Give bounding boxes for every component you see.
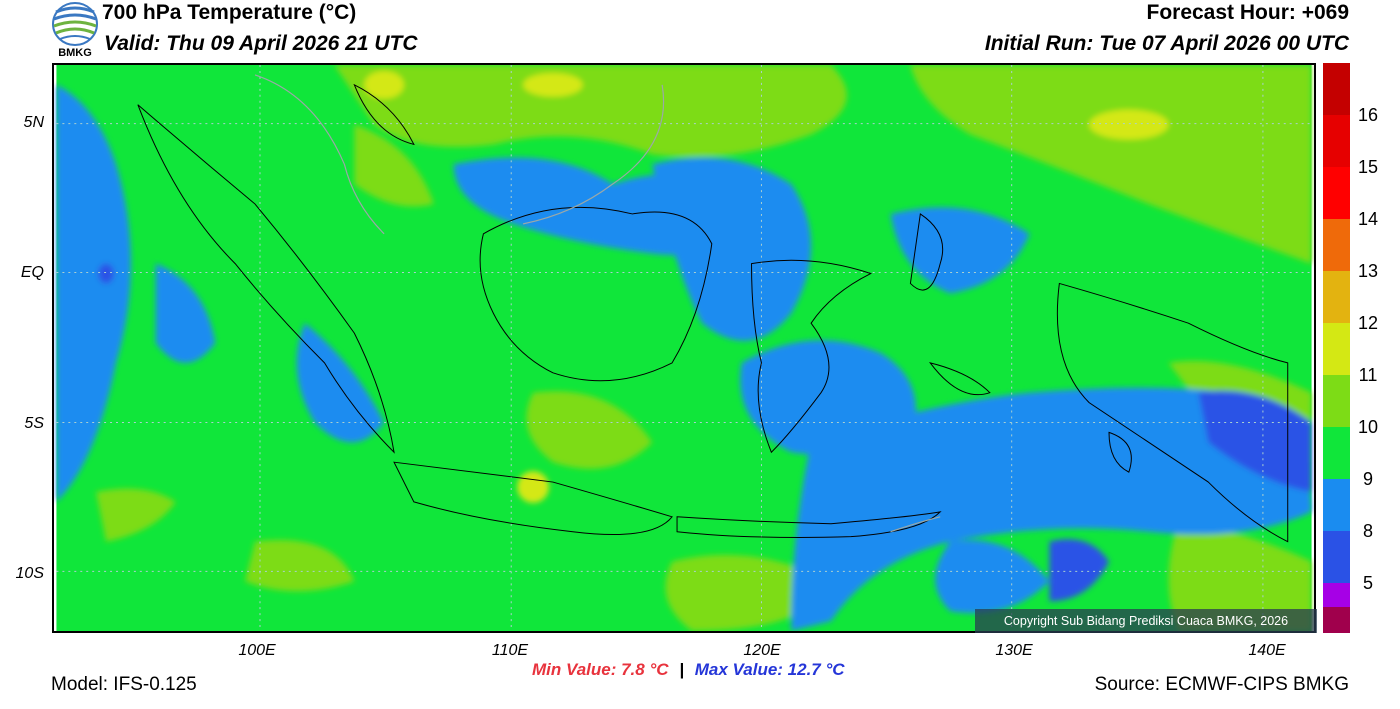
initial-run: Initial Run: Tue 07 April 2026 00 UTC — [984, 32, 1349, 55]
temperature-map — [52, 63, 1316, 633]
colorbar-label-14: 14 — [1357, 209, 1379, 229]
temperature-fields — [56, 65, 1312, 631]
bmkg-logo-icon — [52, 2, 98, 46]
lon-tick-110e: 110E — [491, 642, 529, 659]
colorbar-label-5: 5 — [1362, 573, 1373, 593]
min-max-values: Min Value: 7.8 °C | Max Value: 12.7 °C — [532, 660, 845, 680]
lat-tick-5s: 5S — [24, 415, 44, 432]
colorbar-label-8: 8 — [1362, 521, 1373, 541]
chart-title: 700 hPa Temperature (°C) — [102, 1, 357, 24]
colorbar-label-12: 12 — [1357, 313, 1379, 333]
lon-tick-120e: 120E — [743, 642, 781, 659]
lon-tick-130e: 130E — [995, 642, 1033, 659]
colorbar-swatches — [1323, 63, 1350, 633]
colorbar-label-15: 15 — [1357, 157, 1379, 177]
coastlines — [137, 83, 1289, 543]
source-label: Source: ECMWF-CIPS BMKG — [1094, 674, 1349, 695]
lat-tick-10s: 10S — [15, 565, 44, 582]
borders — [254, 74, 941, 533]
copyright-notice: Copyright Sub Bidang Prediksi Cuaca BMKG… — [975, 609, 1317, 633]
colorbar — [1323, 63, 1350, 633]
colorbar-label-13: 13 — [1357, 261, 1379, 281]
model-label: Model: IFS-0.125 — [51, 674, 197, 695]
colorbar-label-16: 16 — [1357, 105, 1379, 125]
bmkg-logo: BMKG — [50, 2, 100, 60]
valid-time: Valid: Thu 09 April 2026 21 UTC — [104, 32, 418, 55]
logo-text: BMKG — [58, 47, 92, 59]
min-value: Min Value: 7.8 °C — [532, 660, 669, 679]
max-value: Max Value: 12.7 °C — [694, 660, 845, 679]
colorbar-label-10: 10 — [1357, 417, 1379, 437]
lon-tick-100e: 100E — [238, 642, 276, 659]
map-canvas — [52, 63, 1316, 633]
lat-tick-eq: EQ — [20, 264, 44, 281]
forecast-hour: Forecast Hour: +069 — [1146, 1, 1350, 24]
separator: | — [679, 660, 685, 679]
colorbar-label-11: 11 — [1358, 365, 1378, 385]
lat-tick-5n: 5N — [23, 114, 44, 131]
lon-tick-140e: 140E — [1248, 642, 1286, 659]
colorbar-label-9: 9 — [1362, 469, 1373, 489]
